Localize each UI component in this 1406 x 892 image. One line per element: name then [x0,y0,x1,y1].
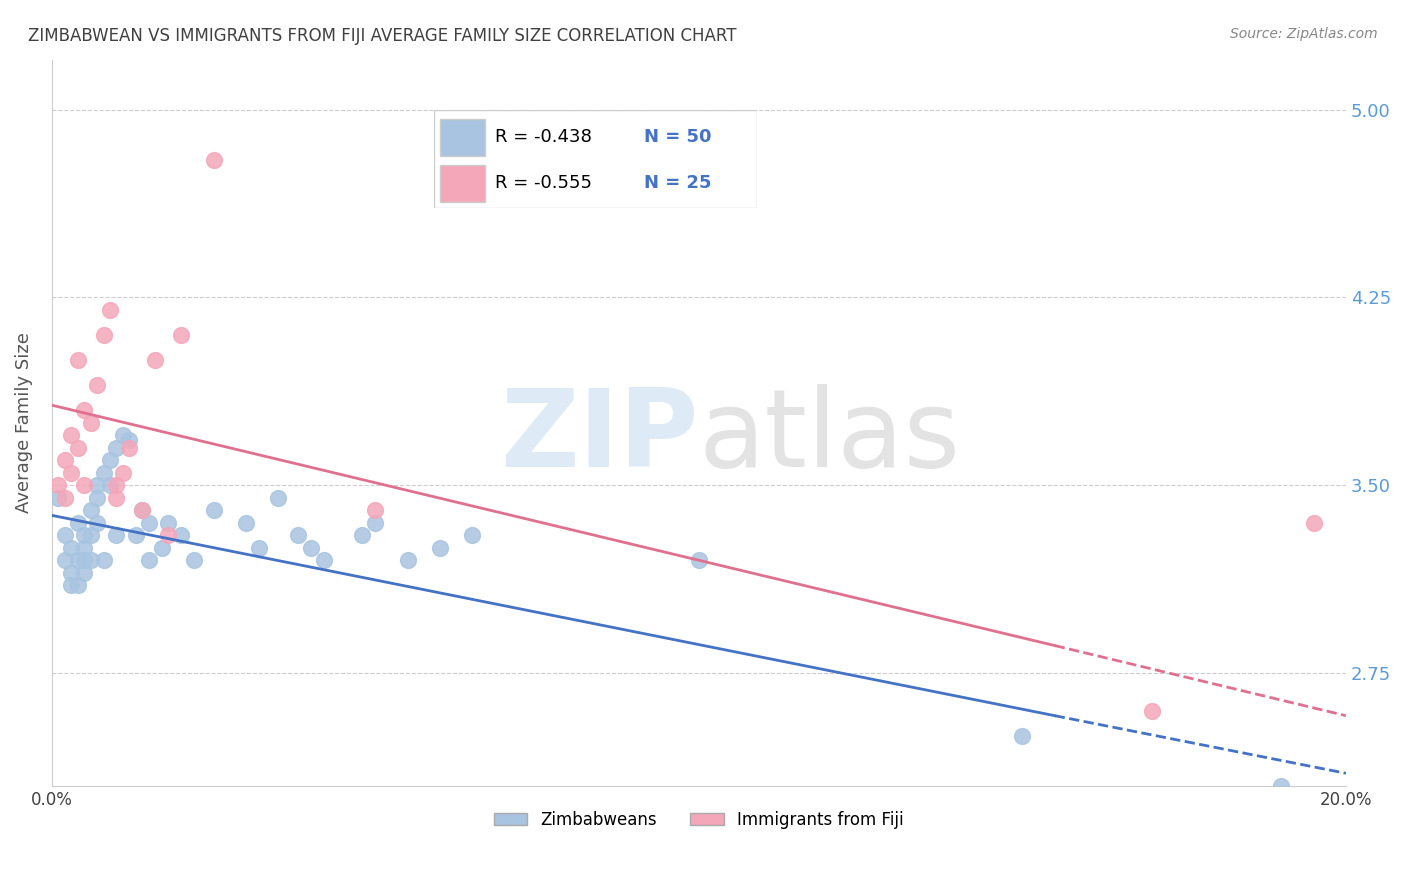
Point [267,491,290,505]
Point [1140,704,1163,718]
Point [170,528,193,542]
Point [105,478,128,492]
Y-axis label: Average Family Size: Average Family Size [15,332,32,513]
Point [73,478,96,492]
Point [79,528,101,542]
Point [93,466,115,480]
Point [688,553,710,567]
Point [131,503,153,517]
Point [202,503,225,517]
Point [60,541,83,555]
Point [79,503,101,517]
Text: Source: ZipAtlas.com: Source: ZipAtlas.com [1230,27,1378,41]
Point [86,378,108,392]
Point [396,553,419,567]
Point [98,303,121,318]
Point [53,491,76,505]
Point [105,441,128,455]
Point [46,491,69,505]
Point [143,353,166,368]
Point [66,578,89,592]
Point [364,503,387,517]
Point [312,553,335,567]
Point [170,328,193,343]
Point [86,516,108,530]
Point [73,553,96,567]
Point [131,503,153,517]
Point [1302,516,1324,530]
Point [138,553,160,567]
Point [73,566,96,580]
Point [66,353,89,368]
Point [105,528,128,542]
Point [299,541,322,555]
Point [53,453,76,467]
Point [157,528,180,542]
Point [86,478,108,492]
Point [429,541,451,555]
Point [53,553,76,567]
Point [105,491,128,505]
Point [183,553,205,567]
Point [86,491,108,505]
Point [150,541,173,555]
Point [247,541,270,555]
Point [287,528,309,542]
Point [60,428,83,442]
Point [111,428,134,442]
Point [364,516,387,530]
Point [125,528,148,542]
Point [53,528,76,542]
Point [60,566,83,580]
Point [235,516,257,530]
Point [73,528,96,542]
Point [79,553,101,567]
Point [93,328,115,343]
Point [111,466,134,480]
Point [93,553,115,567]
Point [157,516,180,530]
Point [66,441,89,455]
Point [66,516,89,530]
Point [73,403,96,417]
Point [118,434,141,448]
Point [1270,779,1292,793]
Point [461,528,484,542]
Point [66,553,89,567]
Point [138,516,160,530]
Point [202,153,225,167]
Text: ZIMBABWEAN VS IMMIGRANTS FROM FIJI AVERAGE FAMILY SIZE CORRELATION CHART: ZIMBABWEAN VS IMMIGRANTS FROM FIJI AVERA… [28,27,737,45]
Point [60,578,83,592]
Point [98,453,121,467]
Legend: Zimbabweans, Immigrants from Fiji: Zimbabweans, Immigrants from Fiji [488,805,911,836]
Point [118,441,141,455]
Point [60,466,83,480]
Point [46,478,69,492]
Point [79,416,101,430]
Point [1011,729,1033,743]
Point [98,478,121,492]
Point [73,541,96,555]
Text: ZIP: ZIP [501,384,699,491]
Text: atlas: atlas [699,384,960,491]
Point [352,528,374,542]
